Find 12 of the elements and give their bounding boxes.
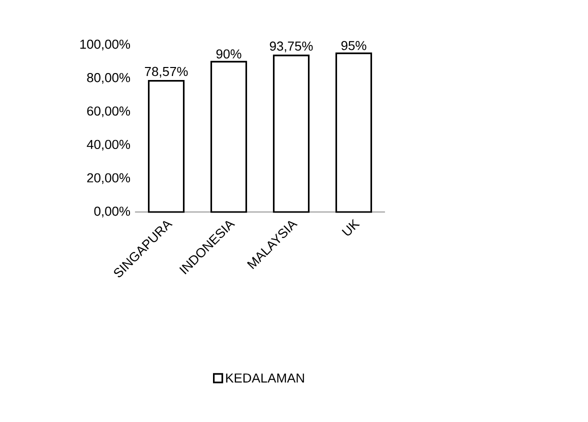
data-label: 93,75% (270, 42, 313, 52)
data-label: 95% (341, 40, 366, 50)
legend-label: KEDALAMAN (226, 374, 304, 382)
data-label: 78,57% (144, 66, 188, 78)
y-tick-label: 100,00% (80, 40, 130, 50)
y-tick-label: 0,00% (94, 206, 130, 218)
y-tick-label: 80,00% (87, 73, 130, 84)
data-label: 90% (216, 49, 242, 59)
y-tick-label: 40,00% (86, 140, 130, 151)
x-tick-label: UK (342, 218, 360, 236)
y-tick-label: 60,00% (87, 106, 130, 118)
y-tick-label: 20,00% (87, 173, 130, 184)
